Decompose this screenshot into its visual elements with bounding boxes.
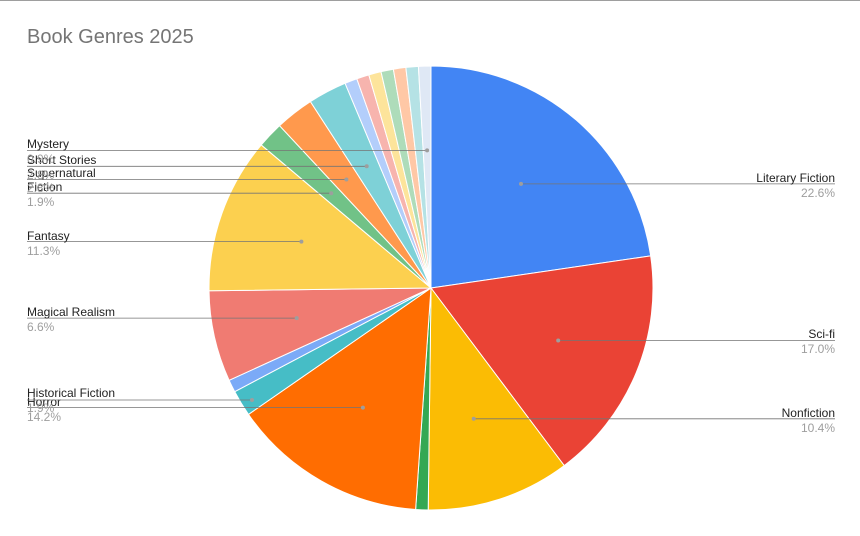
leader-dot	[364, 164, 369, 169]
slice-label-name: Horror	[27, 395, 61, 409]
pie-slice-literary-fiction[interactable]	[430, 65, 652, 289]
pie-slice-horror[interactable]	[247, 286, 432, 511]
slice-label-name: Sci-fi	[808, 327, 835, 341]
slice-label-percent: 2.8%	[27, 168, 55, 182]
slice-label-name: Fantasy	[27, 229, 70, 243]
leader-dot	[344, 177, 349, 182]
slice-label-percent: 2.8%	[27, 181, 55, 195]
slice-label-percent: 10.4%	[801, 421, 835, 435]
pie-slice-sci-fi[interactable]	[430, 255, 654, 467]
leader-dot	[299, 239, 304, 244]
slice-label-name: Historical Fiction	[27, 386, 115, 400]
chart-title: Book Genres 2025	[27, 26, 194, 48]
slice-label-percent: 11.3%	[27, 244, 60, 258]
leader-dot	[250, 398, 254, 402]
slice-label-percent: 0.9%	[27, 152, 55, 166]
leader-dot	[556, 338, 561, 343]
pie-slice-fantasy[interactable]	[208, 144, 433, 292]
slice-label-name: Nonfiction	[782, 406, 835, 420]
slice-label-percent: 22.6%	[801, 186, 835, 200]
leader-dot	[425, 148, 430, 153]
pie-slices	[208, 65, 654, 511]
leader-dot	[471, 416, 476, 421]
leader-dot	[519, 181, 523, 186]
slice-label-name: Short Stories	[27, 153, 96, 167]
slice-label-name: Literary Fiction	[756, 171, 835, 185]
slice-label-name: Mystery	[27, 137, 69, 151]
slice-label-percent: 17.0%	[801, 342, 835, 356]
slice-label-percent: 1.9%	[27, 401, 55, 415]
slice-label-name: Fiction	[27, 180, 62, 194]
slice-label-percent: 6.6%	[27, 320, 55, 334]
pie-slice-nonfiction[interactable]	[427, 286, 565, 511]
slice-label-name: Magical Realism	[27, 305, 115, 319]
slice-label-name: Supernatural	[27, 166, 96, 180]
leader-dot	[294, 316, 299, 321]
leader-dot	[360, 405, 365, 410]
slice-label-percent: 14.2%	[27, 410, 61, 424]
slice-label-percent: 1.9%	[27, 195, 55, 209]
pie-slice-mystery[interactable]	[417, 65, 432, 289]
leader-dot	[329, 191, 334, 196]
